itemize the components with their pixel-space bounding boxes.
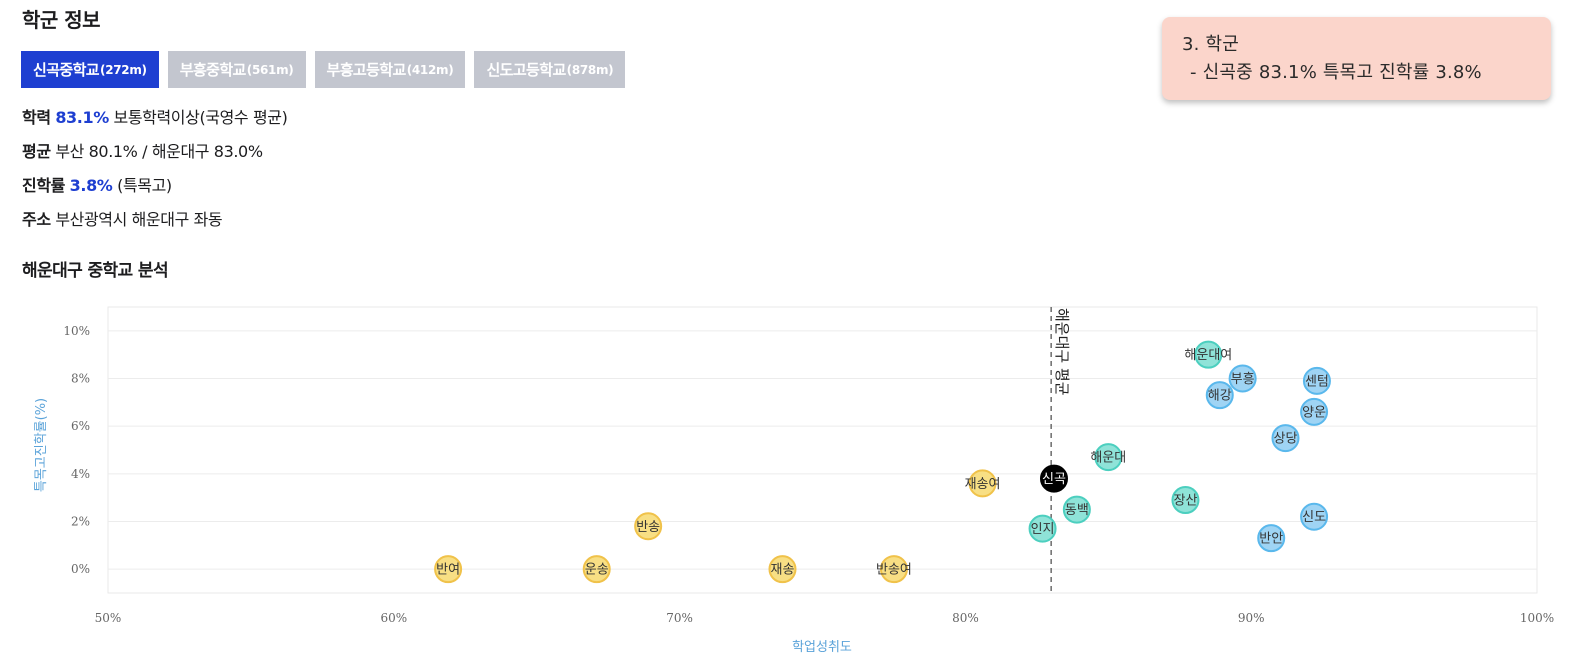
data-point-label: 반여	[436, 563, 460, 578]
x-tick-label: 100%	[1520, 611, 1554, 625]
data-point-label: 반안	[1259, 532, 1283, 547]
data-point-label: 재송여	[965, 477, 1001, 492]
y-tick-label: 10%	[63, 324, 90, 338]
advancement-desc: (특목고)	[117, 176, 172, 195]
page-title: 학군 정보	[22, 8, 101, 32]
tab-distance: (412m)	[406, 62, 454, 77]
tab-distance: (561m)	[246, 62, 294, 77]
data-point	[1257, 524, 1286, 553]
data-point	[434, 555, 463, 584]
data-point-label: 반송	[636, 520, 660, 535]
plot-area	[107, 306, 1538, 594]
academic-row: 학력 83.1% 보통학력이상(국영수 평균)	[22, 104, 288, 128]
data-point-label: 재송	[771, 563, 795, 578]
school-scatter-chart: 0% 2% 4% 6% 8% 10% 50% 60% 70% 80% 90% 100% 해운대구 평균…	[34, 306, 1554, 655]
x-tick-label: 60%	[380, 611, 407, 625]
address-row: 주소 부산광역시 해운대구 좌동	[22, 206, 223, 230]
y-tick-label: 0%	[71, 562, 90, 576]
data-point-label: 운송	[585, 563, 609, 578]
data-point	[1271, 424, 1300, 453]
data-point	[582, 555, 611, 584]
address-text: 부산광역시 해운대구 좌동	[55, 210, 223, 229]
data-point-label: 신곡	[1042, 472, 1066, 487]
tab-label: 신곡중학교	[33, 61, 100, 79]
y-tick-label: 8%	[71, 372, 90, 386]
data-point-label: 부흥	[1231, 372, 1255, 387]
data-point-label: 반송여	[876, 563, 912, 578]
annotation-note: 3. 학군 - 신곡중 83.1% 특목고 진학률 3.8%	[1162, 17, 1551, 100]
advancement-value: 3.8%	[69, 176, 113, 195]
tab-shingok-middle[interactable]: 신곡중학교 (272m)	[21, 51, 159, 88]
note-line-1: 3. 학군	[1182, 34, 1240, 55]
data-point-label: 인지	[1031, 522, 1055, 537]
data-point-label: 센텀	[1305, 374, 1329, 389]
average-text: 부산 80.1% / 해운대구 83.0%	[55, 142, 263, 161]
data-point-label: 상당	[1274, 432, 1298, 447]
data-point	[1039, 464, 1068, 493]
y-tick-label: 4%	[71, 467, 90, 481]
data-point-label: 장산	[1174, 494, 1198, 509]
x-tick-label: 50%	[95, 611, 122, 625]
tab-label: 부흥고등학교	[326, 61, 407, 79]
tab-buheung-middle[interactable]: 부흥중학교 (561m)	[167, 51, 306, 88]
school-tabs: 신곡중학교 (272m) 부흥중학교 (561m) 부흥고등학교 (412m) 신도고…	[21, 51, 626, 88]
x-axis-label: 학업성취도	[792, 640, 852, 655]
academic-label: 학력	[22, 108, 51, 127]
data-point-label: 신도	[1302, 510, 1326, 525]
analysis-title: 해운대구 중학교 분석	[22, 261, 169, 281]
data-point	[1094, 443, 1123, 472]
data-point-label: 해운대여	[1184, 348, 1232, 363]
average-row: 평균 부산 80.1% / 해운대구 83.0%	[22, 138, 263, 162]
academic-value: 83.1%	[55, 108, 109, 127]
data-point-label: 양운	[1302, 405, 1326, 420]
tab-label: 부흥중학교	[179, 61, 247, 79]
advancement-row: 진학률 3.8% (특목고)	[22, 172, 172, 196]
data-point	[1194, 340, 1223, 369]
tab-distance: (272m)	[100, 62, 147, 77]
data-point	[1171, 486, 1200, 515]
data-point	[1300, 397, 1329, 426]
y-tick-label: 2%	[71, 515, 90, 529]
note-line-2: - 신곡중 83.1% 특목고 진학률 3.8%	[1190, 62, 1482, 83]
data-point	[1300, 502, 1329, 531]
average-label: 평균	[22, 142, 51, 161]
data-point	[1028, 514, 1057, 543]
data-point	[1302, 366, 1331, 395]
average-reference-label: 해운대구 평균	[1053, 308, 1071, 396]
tab-shindo-high[interactable]: 신도고등학교 (878m)	[474, 51, 626, 88]
y-axis-label: 특목고진학률(%)	[34, 398, 49, 492]
address-label: 주소	[22, 210, 51, 229]
data-point-label: 동백	[1065, 503, 1089, 518]
data-point-label: 해강	[1208, 389, 1232, 404]
data-point	[634, 512, 663, 541]
academic-desc: 보통학력이상(국영수 평균)	[113, 108, 288, 127]
tab-label: 신도고등학교	[486, 61, 566, 79]
advancement-label: 진학률	[22, 176, 65, 195]
data-point	[1205, 381, 1234, 410]
data-point	[768, 555, 797, 584]
data-point-label: 해운대	[1090, 451, 1126, 466]
x-tick-label: 70%	[666, 611, 693, 625]
tab-distance: (878m)	[566, 62, 614, 77]
y-tick-label: 6%	[71, 419, 90, 433]
data-point	[968, 469, 997, 498]
data-point	[1228, 364, 1257, 393]
tab-buheung-high[interactable]: 부흥고등학교 (412m)	[314, 51, 466, 88]
data-point	[1062, 495, 1091, 524]
data-point	[879, 555, 908, 584]
x-tick-label: 90%	[1238, 611, 1265, 625]
x-tick-label: 80%	[952, 611, 979, 625]
